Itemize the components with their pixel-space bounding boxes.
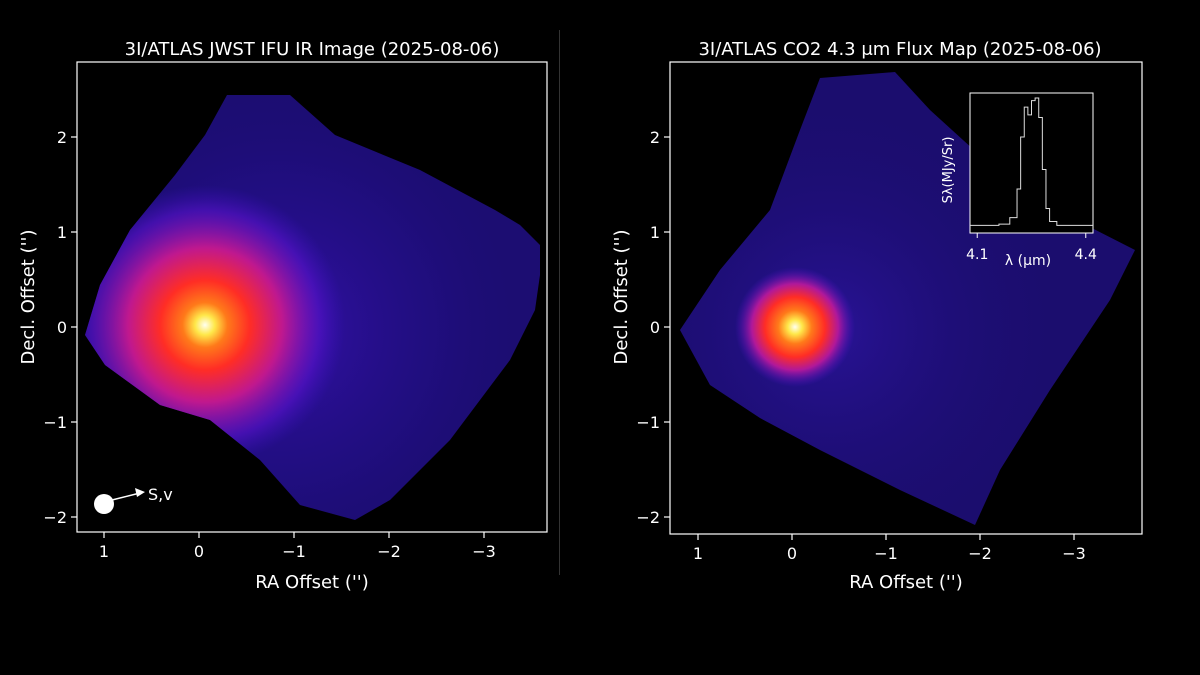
left-annotation: S,v [94,485,173,514]
left-x-axis-label: RA Offset ('') [255,572,369,593]
inset-x-tick-label: 4.1 [966,247,988,263]
inset-ticks: 4.1 4.4 [966,233,1097,263]
left-chart-title: 3I/ATLAS JWST IFU IR Image (2025-08-06) [125,39,500,60]
left-y-tick-label: −1 [43,413,67,432]
inset-x-label: λ (μm) [1005,253,1051,269]
left-x-tick-label: −3 [472,542,496,561]
right-x-axis-label: RA Offset ('') [849,572,963,593]
left-x-tick-label: 0 [194,542,204,561]
right-x-tick-label: −2 [968,544,992,563]
right-x-tick-label: 0 [787,544,797,563]
left-y-axis-label: Decl. Offset ('') [18,229,39,364]
right-y-tick-label: −2 [636,508,660,527]
panel-divider [559,30,560,575]
right-x-tick-label: −1 [874,544,898,563]
left-y-tick-label: 0 [57,318,67,337]
sun-marker [94,494,114,514]
right-ticks: 1 0 −1 −2 −3 −2 −1 0 1 2 [636,128,1085,563]
inset-y-label: Sλ(MJy/Sr) [941,137,956,204]
right-y-axis-label: Decl. Offset ('') [611,229,632,364]
inset-frame [969,92,1094,234]
inset-spectrum-line [970,97,1093,226]
right-chart-title: 3I/ATLAS CO2 4.3 μm Flux Map (2025-08-06… [698,39,1101,60]
spectrum-inset: 4.1 4.4 λ (μm) Sλ(MJy/Sr) [941,92,1097,269]
left-panel: 3I/ATLAS JWST IFU IR Image (2025-08-06) … [18,39,548,593]
sun-velocity-arrow [111,492,141,501]
right-y-tick-label: 1 [650,223,660,242]
left-ticks: 1 0 −1 −2 −3 −2 −1 0 1 2 [43,128,495,561]
right-axes-frame [669,61,1143,535]
left-axes-frame [76,61,548,533]
left-y-tick-label: 1 [57,223,67,242]
right-panel: 3I/ATLAS CO2 4.3 μm Flux Map (2025-08-06… [611,39,1143,593]
right-y-tick-label: 2 [650,128,660,147]
left-image [85,95,540,520]
left-x-tick-label: 1 [99,542,109,561]
left-x-tick-label: −1 [282,542,306,561]
right-x-tick-label: 1 [693,544,703,563]
left-y-tick-label: 2 [57,128,67,147]
left-y-tick-label: −2 [43,508,67,527]
annotation-label: S,v [148,485,173,504]
right-y-tick-label: 0 [650,318,660,337]
left-x-tick-label: −2 [377,542,401,561]
right-x-tick-label: −3 [1062,544,1086,563]
inset-x-tick-label: 4.4 [1075,247,1097,263]
right-y-tick-label: −1 [636,413,660,432]
arrow-head [135,488,145,497]
